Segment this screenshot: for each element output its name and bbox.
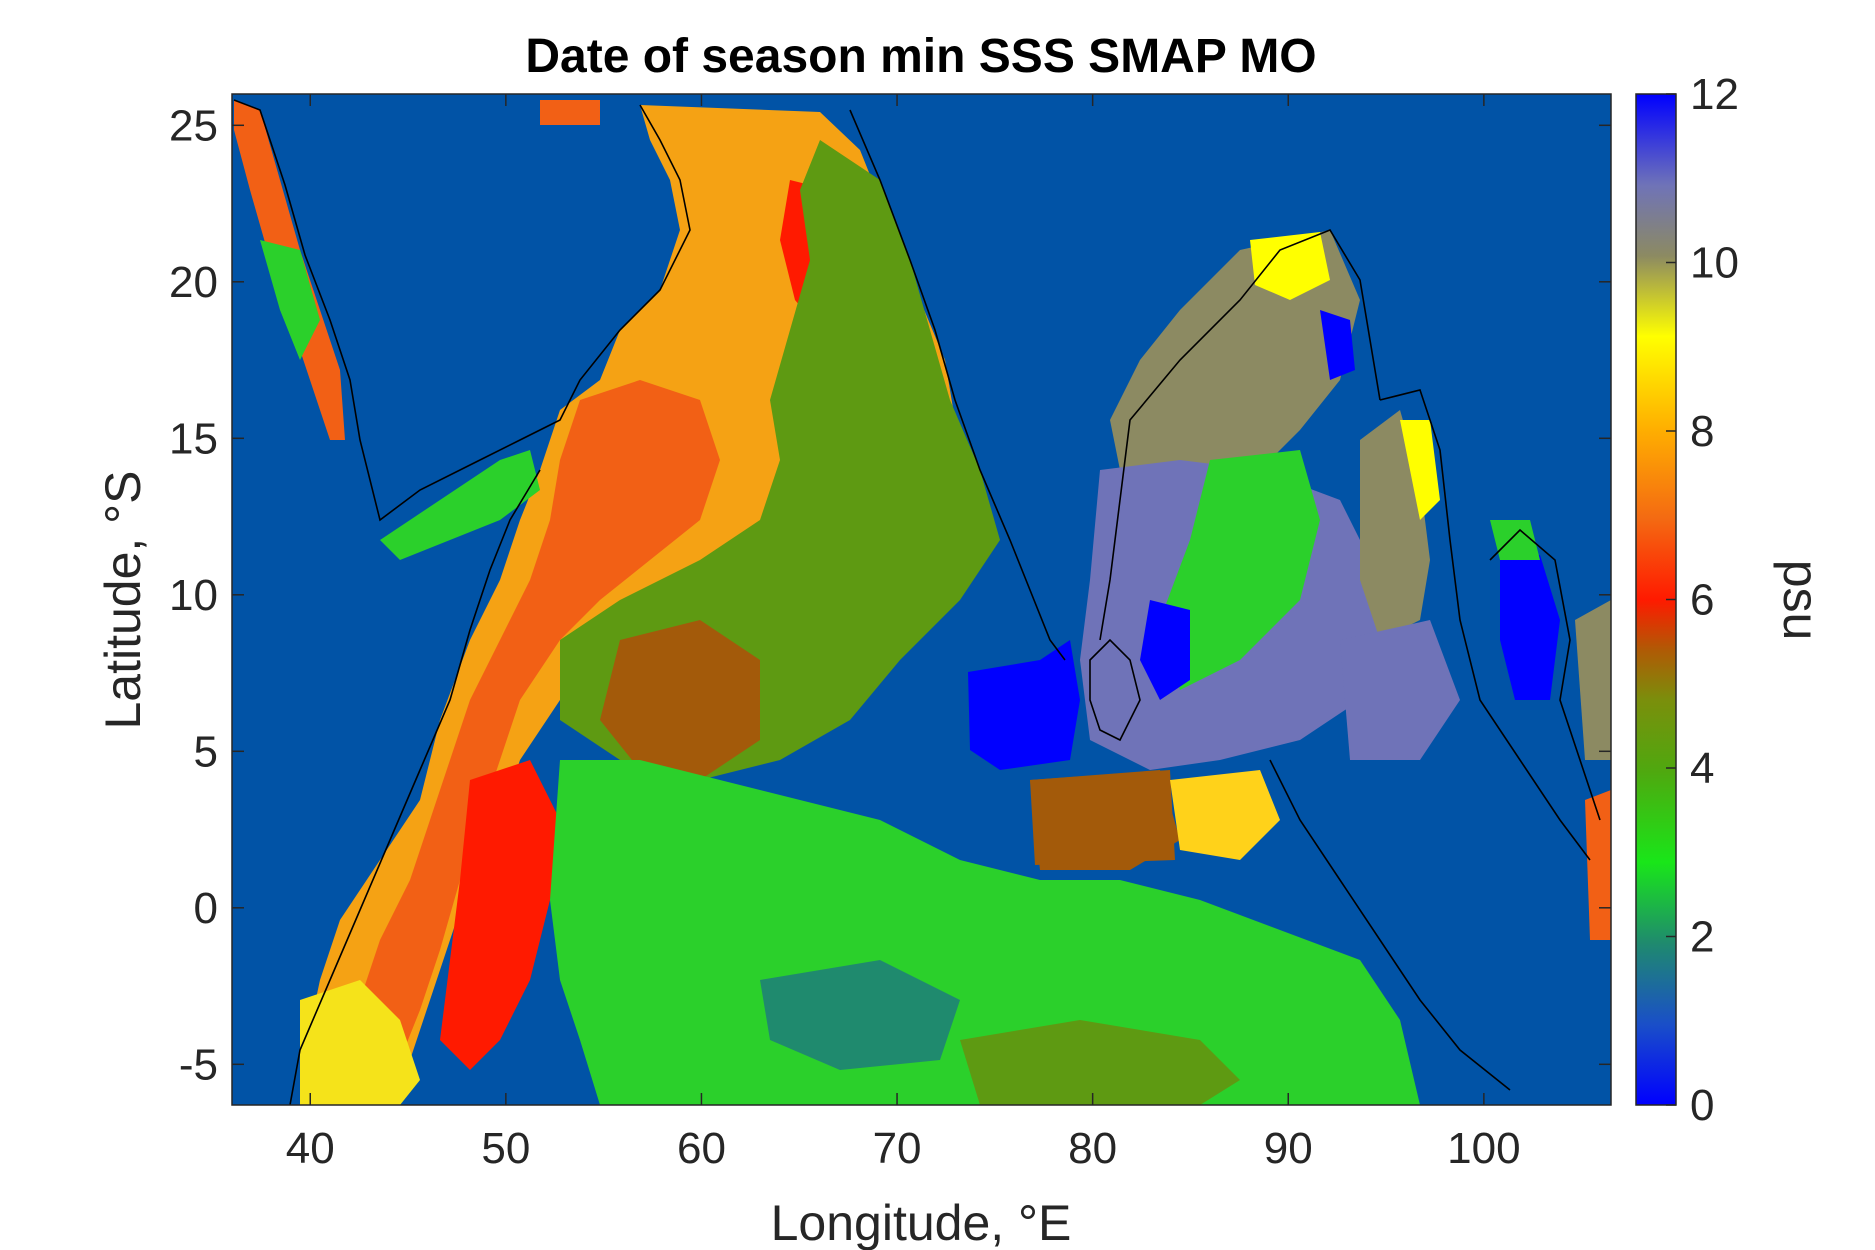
colorbar-tick-label: 12 bbox=[1690, 70, 1739, 119]
region-persian-gulf bbox=[540, 100, 600, 125]
x-tick-label: 90 bbox=[1264, 1124, 1313, 1173]
region-red-sea-green bbox=[260, 240, 320, 360]
region-brown-west bbox=[600, 620, 760, 780]
x-tick-label: 40 bbox=[286, 1124, 335, 1173]
colorbar-tick-label: 0 bbox=[1690, 1081, 1714, 1130]
region-bay-blue-north bbox=[1320, 310, 1355, 380]
x-tick-label: 100 bbox=[1447, 1124, 1520, 1173]
colorbar-tick-label: 4 bbox=[1690, 744, 1714, 793]
y-axis: 25 20 15 10 5 0 -5 bbox=[169, 101, 1611, 1089]
region-yellow-south bbox=[300, 980, 420, 1105]
y-tick-label: 10 bbox=[169, 571, 218, 620]
region-bay-blue bbox=[1140, 600, 1190, 700]
region-gulf-of-aden bbox=[380, 450, 540, 560]
colorbar-tick-label: 10 bbox=[1690, 239, 1739, 288]
region-andaman-lower bbox=[1340, 620, 1460, 760]
x-axis-label: Longitude, °E bbox=[771, 1195, 1072, 1250]
y-tick-label: 25 bbox=[169, 101, 218, 150]
colorbar-ticks: 12 10 8 6 4 2 0 bbox=[1666, 70, 1739, 1130]
y-tick-label: 20 bbox=[169, 258, 218, 307]
y-tick-label: 0 bbox=[194, 884, 218, 933]
coastlines bbox=[233, 99, 1601, 1105]
region-srilanka-yellow bbox=[1170, 770, 1280, 860]
region-red-patch bbox=[440, 760, 560, 1070]
region-equatorial-olive bbox=[960, 1020, 1240, 1105]
y-tick-label: -5 bbox=[179, 1040, 218, 1089]
region-laccadive bbox=[968, 640, 1080, 770]
region-central-arabian-sea bbox=[560, 140, 1000, 780]
x-tick-label: 60 bbox=[677, 1124, 726, 1173]
y-tick-label: 15 bbox=[169, 414, 218, 463]
colorbar-tick-label: 8 bbox=[1690, 407, 1714, 456]
region-gulf-of-thailand bbox=[1500, 555, 1560, 700]
y-tick-label: 5 bbox=[194, 727, 218, 776]
region-somali-coast bbox=[360, 380, 720, 1060]
x-tick-label: 80 bbox=[1068, 1124, 1117, 1173]
colorbar-tick-label: 2 bbox=[1690, 913, 1714, 962]
x-tick-label: 50 bbox=[481, 1124, 530, 1173]
region-east-gray bbox=[1575, 600, 1611, 760]
region-gulf-green bbox=[1490, 520, 1540, 560]
region-equatorial-teal bbox=[760, 960, 960, 1070]
region-central-equatorial bbox=[1030, 770, 1175, 865]
region-andaman-yellow bbox=[1400, 420, 1440, 520]
region-bay-yellow bbox=[1250, 232, 1330, 300]
colorbar-tick-label: 6 bbox=[1690, 576, 1714, 625]
axes-box bbox=[231, 93, 1612, 1106]
x-tick-label: 70 bbox=[873, 1124, 922, 1173]
y-axis-label: Latitude, °S bbox=[95, 470, 151, 729]
map-plot-area bbox=[232, 94, 1611, 1105]
colorbar-label: psu bbox=[1773, 560, 1829, 641]
chart-title: Date of season min SSS SMAP MO bbox=[525, 30, 1316, 83]
region-bay-green bbox=[1160, 450, 1320, 690]
x-axis: 40 50 60 70 80 90 100 bbox=[286, 94, 1521, 1173]
region-east-orange bbox=[1585, 790, 1611, 940]
